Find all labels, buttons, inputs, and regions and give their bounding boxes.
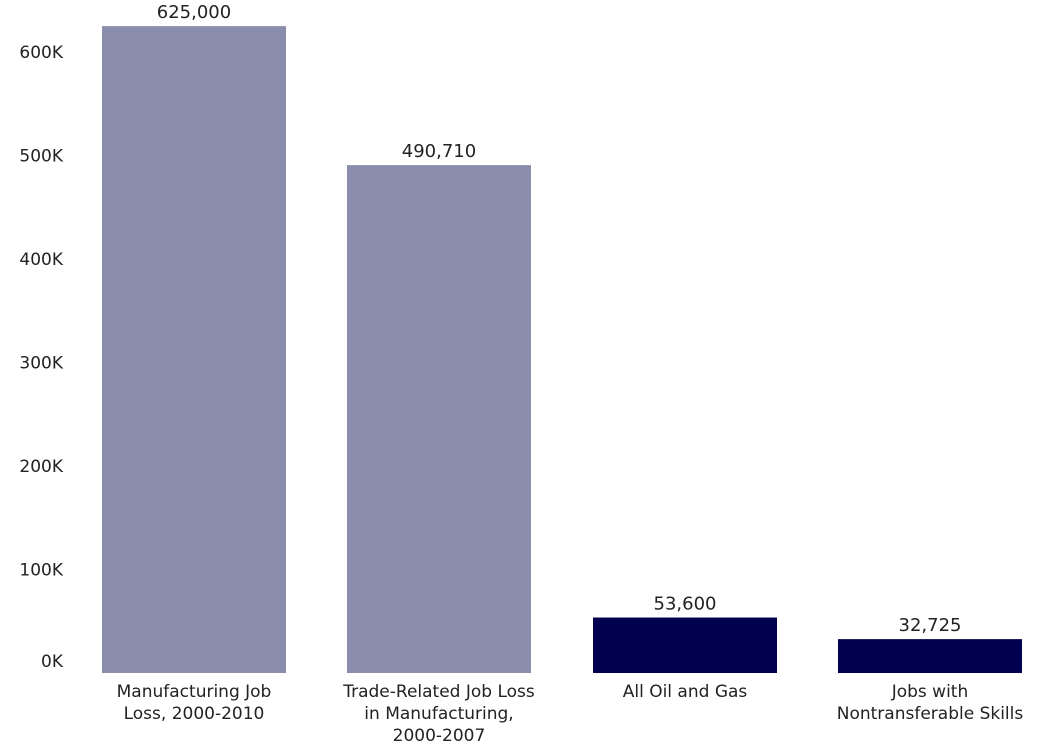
y-axis: 0K 100K 200K 300K 400K 500K 600K [19, 43, 63, 672]
value-labels: 625,000 490,710 53,600 32,725 [157, 2, 962, 636]
y-tick-label: 300K [19, 354, 63, 374]
x-tick-label-line: Jobs with [891, 682, 969, 702]
y-tick-label: 200K [19, 457, 63, 477]
y-tick-label: 100K [19, 561, 63, 581]
y-tick-label: 400K [19, 250, 63, 270]
y-tick-label: 600K [19, 43, 63, 63]
bar [102, 26, 286, 673]
bar [347, 165, 531, 673]
data-label: 625,000 [157, 2, 231, 23]
x-tick-label-line: Manufacturing Job [117, 682, 272, 702]
bar [838, 639, 1022, 673]
x-tick-label-line: Nontransferable Skills [837, 704, 1024, 724]
x-tick-label-line: Trade-Related Job Loss [342, 682, 535, 702]
x-tick-label-line: Loss, 2000-2010 [124, 704, 265, 724]
bars [102, 26, 1022, 673]
x-tick-label-line: 2000-2007 [393, 726, 486, 746]
y-tick-label: 500K [19, 147, 63, 167]
data-label: 32,725 [899, 615, 962, 636]
bar [593, 617, 777, 673]
data-label: 53,600 [654, 594, 717, 615]
x-tick-label: All Oil and Gas [623, 682, 748, 702]
x-tick-label-line: in Manufacturing, [364, 704, 513, 724]
y-tick-label: 0K [41, 652, 64, 672]
data-label: 490,710 [402, 141, 476, 162]
x-tick-label-line: All Oil and Gas [623, 682, 748, 702]
